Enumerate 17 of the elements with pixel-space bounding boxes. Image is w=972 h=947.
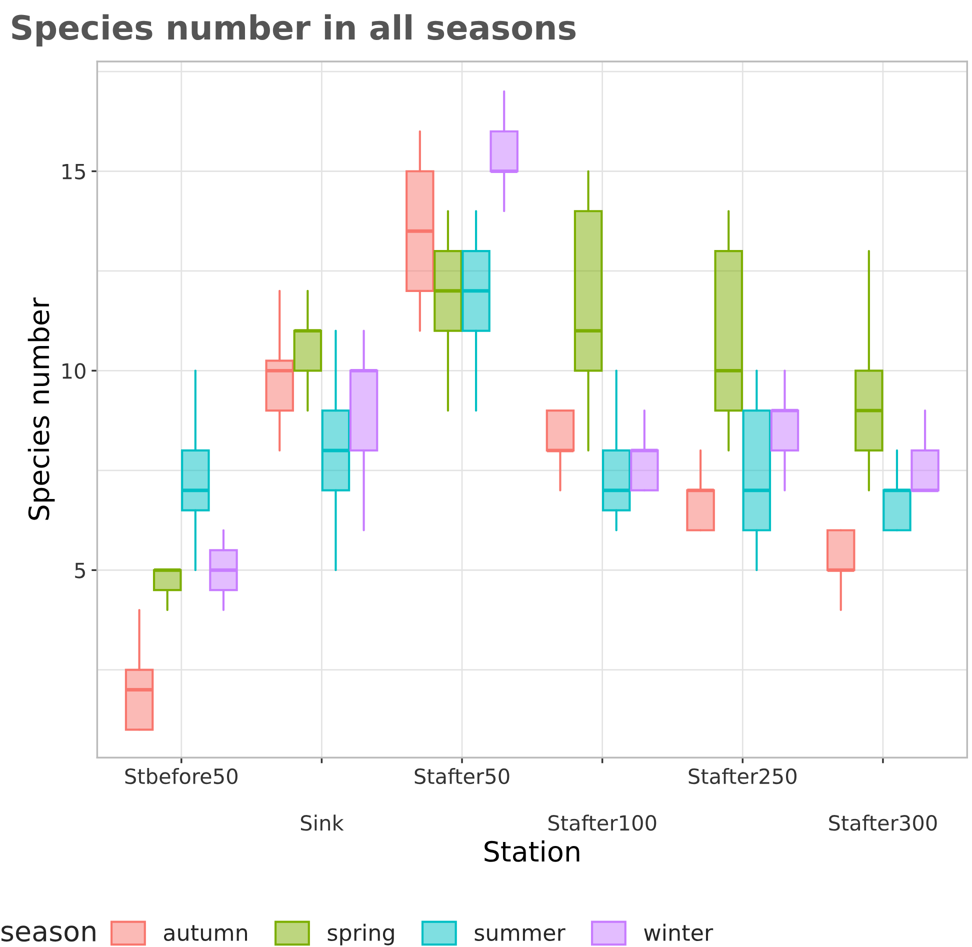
legend-label: spring [328,924,394,946]
y-tick-label: 10 [62,363,86,379]
x-tick-label: Stbefore50 [125,768,238,784]
legend-label: autumn [164,925,247,942]
legend-label: summer [474,928,566,942]
legend-title: season [2,926,96,942]
x-tick-label: Stafter100 [548,814,656,831]
y-tick-label: 5 [75,562,85,578]
y-tick-label: 15 [62,164,85,180]
legend-label: winter [644,924,714,942]
x-axis-title: Station [484,840,580,862]
y-axis-title: Species number [28,298,55,520]
x-tick-label: Stafter250 [688,768,796,784]
x-tick-label: Stafter50 [414,768,510,784]
x-tick-label: Sink [300,814,344,831]
chart-title: Species number in all seasons [12,14,576,46]
x-tick-label: Stafter300 [829,814,937,831]
